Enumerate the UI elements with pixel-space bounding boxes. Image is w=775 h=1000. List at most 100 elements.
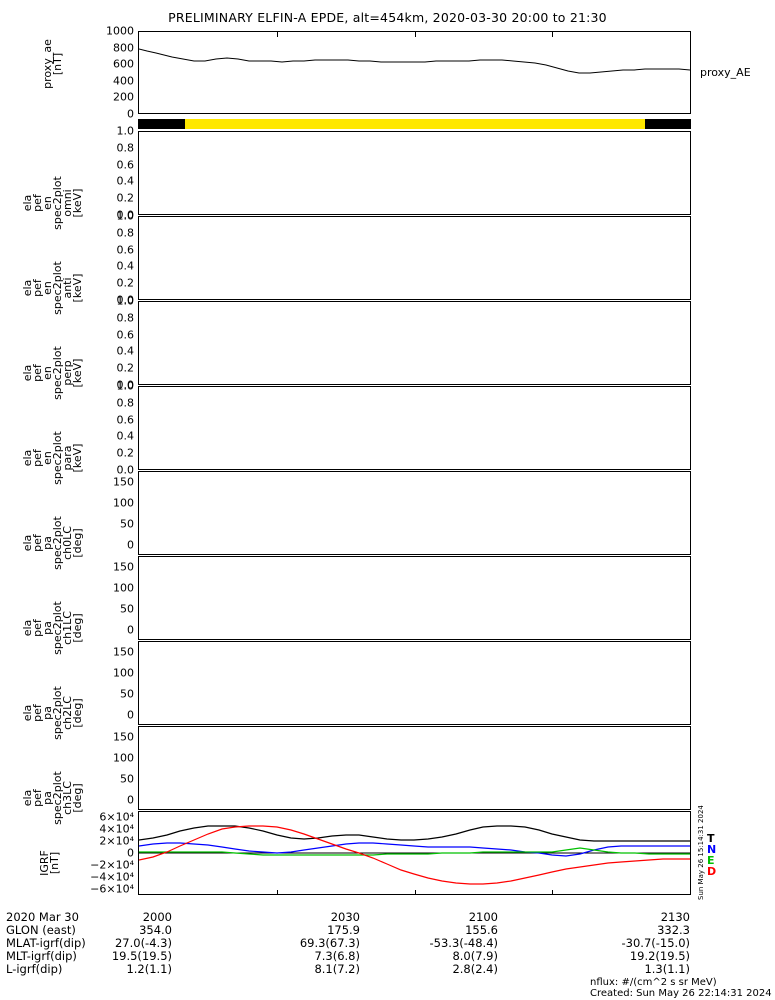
panel-pa-ch2lc bbox=[138, 641, 691, 725]
col-2000-mlt: 19.5(19.5) bbox=[111, 949, 172, 963]
col-2100-glon: 155.6 bbox=[465, 923, 498, 937]
panel-status-bar bbox=[138, 119, 691, 129]
col-2130-mlt: 19.2(19.5) bbox=[629, 949, 690, 963]
ytick: 6×10⁴ bbox=[99, 810, 134, 824]
ytick: 0.0 bbox=[116, 378, 135, 392]
ytick: 0.6 bbox=[116, 328, 135, 342]
ytick: 0.0 bbox=[116, 208, 135, 222]
panel-proxy-ae bbox=[138, 31, 691, 114]
panel-en-omni bbox=[138, 131, 691, 215]
yticks-proxy-ae: 1000 800 600 400 200 0 bbox=[60, 25, 134, 121]
ytick: 100 bbox=[113, 751, 134, 764]
status-segment-yellow bbox=[185, 119, 645, 129]
yticks-igrf: 6×10⁴ 4×10⁴ 2×10⁴ 0 −2×10⁴ −4×10⁴ −6×10⁴ bbox=[58, 810, 134, 896]
igrf-series-E bbox=[139, 847, 690, 856]
ytick: 0 bbox=[127, 793, 134, 806]
igrf-series-D bbox=[139, 825, 690, 885]
ytick: 100 bbox=[113, 496, 134, 509]
panel-igrf bbox=[138, 811, 691, 895]
igrf-series-N bbox=[139, 842, 690, 857]
ytick: 1000 bbox=[106, 24, 134, 38]
ytick: 0.4 bbox=[116, 344, 135, 358]
status-segment-black-start bbox=[138, 119, 185, 129]
ytick: 200 bbox=[113, 90, 134, 104]
ytick: 150 bbox=[113, 645, 134, 658]
status-segment-black-end bbox=[645, 119, 691, 129]
footer-units: nflux: #/(cm^2 s sr MeV) bbox=[590, 977, 717, 988]
ytick: 100 bbox=[113, 666, 134, 679]
col-2000-glon: 354.0 bbox=[139, 923, 172, 937]
panel-en-perp bbox=[138, 301, 691, 385]
ytick: 0.2 bbox=[116, 191, 135, 205]
panel-pa-ch1lc bbox=[138, 556, 691, 640]
ytick: 400 bbox=[113, 74, 134, 88]
ytick: −2×10⁴ bbox=[90, 858, 134, 872]
col-2130-glon: 332.3 bbox=[657, 923, 690, 937]
bottom-table: 2020 Mar 30 GLON (east) MLAT-igrf(dip) M… bbox=[0, 910, 775, 978]
ylabel-igrf: IGRF [nT] bbox=[38, 823, 61, 903]
ytick: 0.0 bbox=[116, 293, 135, 307]
col-2030-mlt: 7.3(6.8) bbox=[314, 949, 360, 963]
ytick: 50 bbox=[120, 772, 134, 785]
ytick: 100 bbox=[113, 581, 134, 594]
igrf-series-T bbox=[139, 825, 690, 842]
ytick: 0.8 bbox=[116, 396, 135, 410]
panel-en-anti bbox=[138, 216, 691, 300]
ytick: 0.4 bbox=[116, 429, 135, 443]
igrf-legend-T: T bbox=[707, 832, 715, 845]
ytick: −6×10⁴ bbox=[90, 882, 134, 896]
legend-proxy-ae: proxy_AE bbox=[700, 66, 751, 79]
footer-created: Created: Sun May 26 22:14:31 2024 bbox=[590, 988, 772, 999]
ytick: 1.0 bbox=[116, 209, 135, 223]
col-2030-l: 8.1(7.2) bbox=[314, 962, 360, 976]
ytick: 150 bbox=[113, 560, 134, 573]
col-2100-l: 2.8(2.4) bbox=[452, 962, 498, 976]
col-2100-time: 2100 bbox=[468, 910, 498, 924]
ytick: 0.2 bbox=[116, 446, 135, 460]
yticks-pa-ch1lc: 150 100 50 0 bbox=[60, 556, 134, 640]
ytick: 0 bbox=[127, 623, 134, 636]
ytick: 2×10⁴ bbox=[99, 834, 134, 848]
ytick: 0.8 bbox=[116, 226, 135, 240]
col-2030-time: 2030 bbox=[330, 910, 360, 924]
ytick: 800 bbox=[113, 41, 134, 55]
col-2000-mlat: 27.0(-4.3) bbox=[114, 936, 172, 950]
proxy-ae-plot bbox=[139, 48, 690, 74]
ytick: 0.4 bbox=[116, 259, 135, 273]
ytick: 0.8 bbox=[116, 141, 135, 155]
yticks-en-perp: 1.0 0.8 0.6 0.4 0.2 0.0 bbox=[60, 295, 135, 392]
ytick: 50 bbox=[120, 687, 134, 700]
proxy-ae-line bbox=[139, 48, 690, 74]
ytick: 0.4 bbox=[116, 174, 135, 188]
ytick: 0.6 bbox=[116, 413, 135, 427]
ytick: 1.0 bbox=[116, 294, 135, 308]
ytick: 0.2 bbox=[116, 276, 135, 290]
ytick: 50 bbox=[120, 517, 134, 530]
row-label-glon: GLON (east) bbox=[6, 923, 76, 937]
ytick: 1.0 bbox=[116, 379, 135, 393]
ytick: 0.6 bbox=[116, 243, 135, 257]
ytick: 1.0 bbox=[116, 124, 135, 138]
page-title: PRELIMINARY ELFIN-A EPDE, alt=454km, 202… bbox=[168, 10, 607, 25]
ytick: −4×10⁴ bbox=[90, 870, 134, 884]
row-label-date: 2020 Mar 30 bbox=[6, 910, 79, 924]
col-2000-time: 2000 bbox=[142, 910, 172, 924]
igrf-plot bbox=[139, 825, 690, 885]
ytick: 0.2 bbox=[116, 361, 135, 375]
col-2130-l: 1.3(1.1) bbox=[644, 962, 690, 976]
col-2030-glon: 175.9 bbox=[327, 923, 360, 937]
col-2130-time: 2130 bbox=[660, 910, 690, 924]
ytick: 0 bbox=[127, 708, 134, 721]
ytick: 600 bbox=[113, 57, 134, 71]
ytick: 0 bbox=[127, 538, 134, 551]
igrf-legend-D: D bbox=[707, 865, 717, 878]
col-2000-l: 1.2(1.1) bbox=[126, 962, 172, 976]
panel-en-para bbox=[138, 386, 691, 470]
row-label-l: L-igrf(dip) bbox=[6, 962, 63, 976]
ytick: 50 bbox=[120, 602, 134, 615]
ytick: 0 bbox=[127, 846, 134, 860]
yticks-pa-ch2lc: 150 100 50 0 bbox=[60, 641, 134, 725]
yticks-pa-ch3lc: 150 100 50 0 bbox=[60, 726, 134, 810]
col-2030-mlat: 69.3(67.3) bbox=[299, 936, 360, 950]
igrf-legend-E: E bbox=[707, 854, 715, 867]
